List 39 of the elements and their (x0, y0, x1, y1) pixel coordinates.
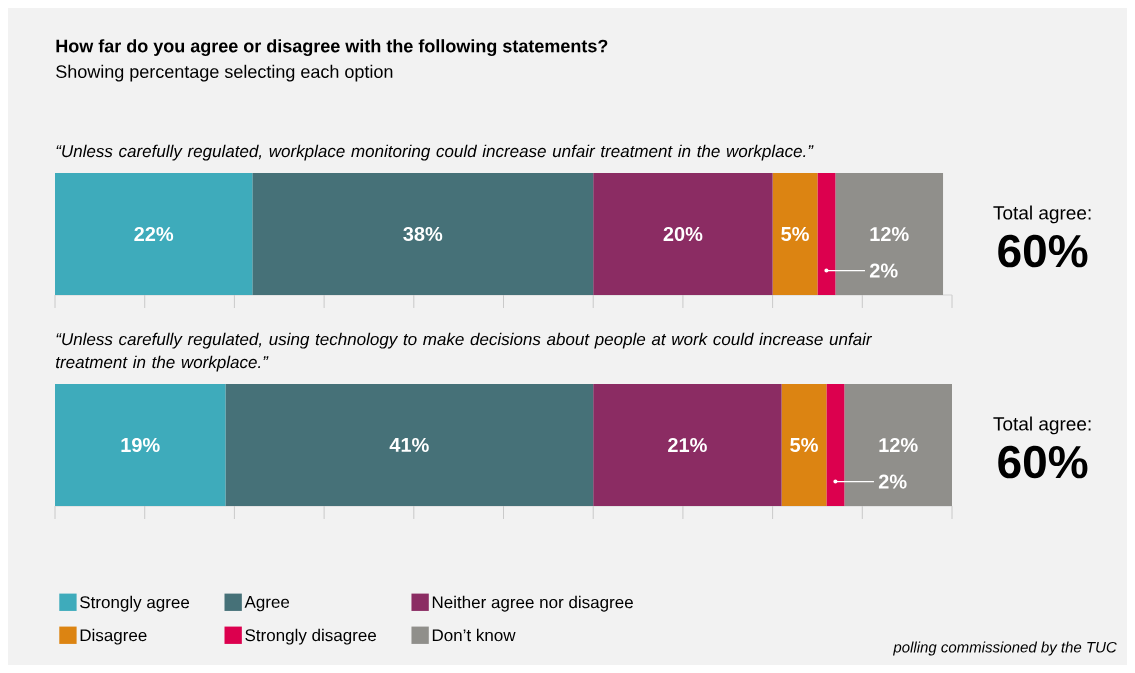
data-label: 21% (668, 437, 707, 453)
legend-label: Don’t know (432, 628, 516, 642)
bar (844, 384, 952, 506)
bar (781, 384, 827, 506)
chart-title: How far do you agree or disagree with the following statements? (56, 39, 608, 57)
text: polling commissioned by the TUC (892, 641, 1117, 656)
bar (225, 384, 594, 506)
data-label: 12% (870, 226, 909, 242)
data-label: 2% (869, 263, 898, 278)
data-label: 5% (781, 226, 809, 242)
text: 60% (998, 445, 1088, 479)
text: Total agree: (993, 416, 1091, 435)
bar (55, 384, 226, 506)
data-label: 19% (121, 437, 160, 453)
data-label: 41% (389, 437, 429, 453)
bar (593, 384, 782, 506)
bar (55, 172, 253, 295)
bar (252, 172, 594, 295)
data-label: 22% (134, 226, 174, 242)
bar (593, 172, 773, 295)
text: “Unless carefully regulated, using technology to make decisions about people at work could increase unfair treatment in the workplace.” (56, 332, 873, 372)
bar (772, 172, 818, 295)
chart-subtitle: Showing percentage selecting each option (56, 64, 393, 82)
legend-label: Strongly agree (80, 595, 190, 612)
legend-label: Disagree (80, 628, 147, 645)
bar (835, 172, 944, 295)
data-label: 12% (879, 437, 918, 453)
data-label: 38% (403, 226, 443, 242)
text: “Unless carefully regulated, workplace monitoring could increase unfair treatment in the workplace.” (56, 144, 814, 161)
data-label: 5% (790, 437, 818, 453)
data-label: 2% (878, 474, 907, 489)
legend-label: Neither agree nor disagree (432, 595, 633, 612)
text: 60% (998, 234, 1088, 268)
legend-label: Strongly disagree (245, 628, 377, 645)
bar (826, 384, 845, 506)
text: Total agree: (993, 205, 1091, 224)
legend-label: Agree (244, 596, 290, 612)
data-label: 20% (663, 226, 703, 242)
bar (817, 172, 836, 295)
